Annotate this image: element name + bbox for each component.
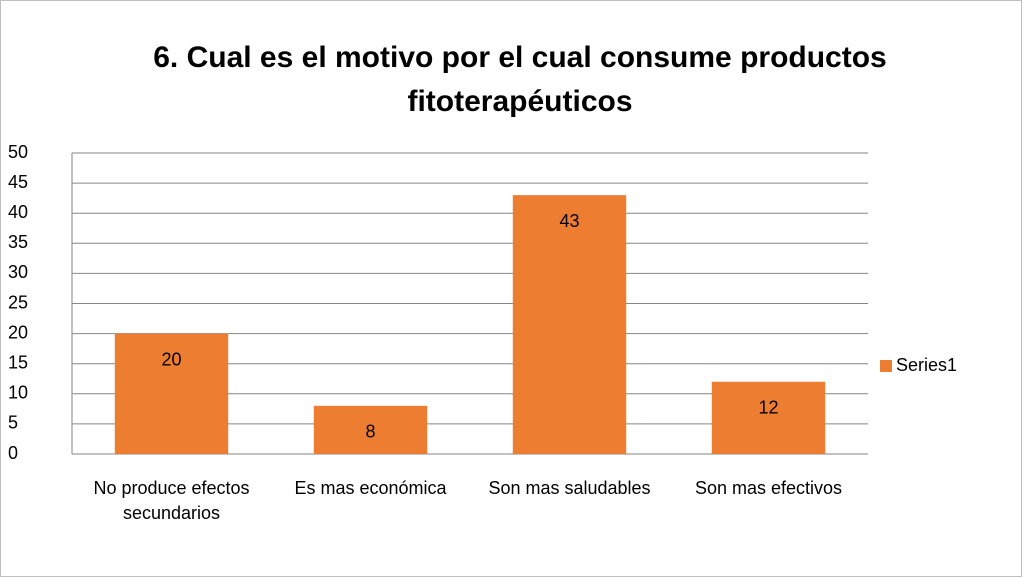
y-tick-label: 35 [8, 232, 28, 252]
y-tick-label: 25 [8, 292, 28, 312]
data-label: 20 [161, 349, 181, 369]
bar [711, 381, 826, 454]
data-label: 43 [559, 211, 579, 231]
y-tick-label: 45 [8, 172, 28, 192]
y-tick-label: 10 [8, 383, 28, 403]
y-tick-label: 0 [8, 443, 18, 463]
y-tick-label: 30 [8, 262, 28, 282]
x-tick-label: Son mas efectivos [694, 478, 843, 498]
x-tick-label: Son mas saludables [488, 478, 651, 498]
y-tick-label: 5 [8, 413, 18, 433]
bar [114, 333, 229, 454]
y-tick-label: 20 [8, 322, 28, 342]
y-tick-label: 50 [8, 142, 28, 162]
x-tick-label: No produce efectos secundarios [93, 478, 250, 523]
x-tick-label: Es mas económica [294, 478, 447, 498]
y-tick-label: 15 [8, 352, 28, 372]
legend-label: Series1 [896, 355, 957, 375]
legend-swatch [880, 360, 892, 372]
y-tick-label: 40 [8, 202, 28, 222]
chart-title: 6. Cual es el motivo por el cual consume… [153, 41, 887, 118]
bar [512, 195, 627, 454]
data-label: 8 [365, 422, 375, 442]
data-label: 12 [758, 398, 778, 418]
bar [313, 405, 428, 454]
